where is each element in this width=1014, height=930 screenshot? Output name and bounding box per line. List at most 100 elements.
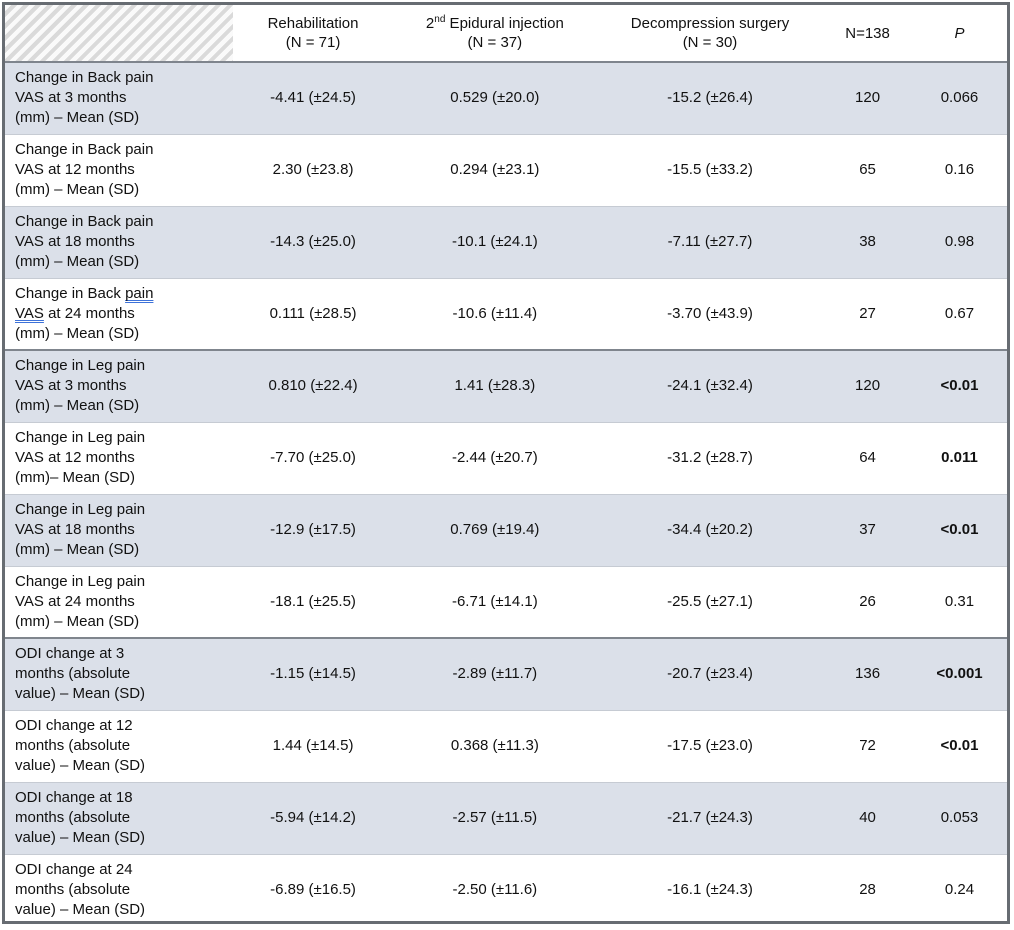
value-cell-surgery: -15.2 (±26.4) [596,62,824,134]
value-cell-surgery: -3.70 (±43.9) [596,277,824,350]
value-cell-rehabilitation: 1.44 (±14.5) [233,709,393,782]
value-cell-rehabilitation: 2.30 (±23.8) [233,133,393,206]
table-row: ODI change at 24 months (absolute value)… [5,853,1007,926]
value-cell-p: 0.16 [912,133,1007,206]
value-cell-surgery: -25.5 (±27.1) [596,565,824,638]
value-cell-rehabilitation: -1.15 (±14.5) [233,637,393,710]
value-cell-p: 0.24 [912,853,1007,926]
value-cell-n: 28 [823,853,912,926]
value-cell-rehabilitation: -6.89 (±16.5) [233,853,393,926]
col-header-epidural-title: 2nd Epidural injection [425,14,564,33]
table-row: Change in Leg pain VAS at 3 months (mm) … [5,349,1007,422]
row-label-cell: Change in Back pain VAS at 3 months (mm)… [5,62,234,134]
value-cell-n: 37 [823,493,912,566]
table-row: ODI change at 18 months (absolute value)… [5,781,1007,854]
value-cell-epidural: -2.50 (±11.6) [392,853,597,926]
table-row: Change in Back pain VAS at 12 months (mm… [5,133,1007,206]
value-cell-epidural: -2.89 (±11.7) [392,637,597,710]
value-cell-n: 120 [823,62,912,134]
value-cell-rehabilitation: -7.70 (±25.0) [233,421,393,494]
col-header-p-value-title: P [954,24,965,42]
value-cell-epidural: -2.57 (±11.5) [392,781,597,854]
row-label-cell: ODI change at 12 months (absolute value)… [5,709,234,782]
value-cell-surgery: -16.1 (±24.3) [596,853,824,926]
value-cell-epidural: 0.294 (±23.1) [392,133,597,206]
value-cell-n: 64 [823,421,912,494]
col-header-total-n-title: N=138 [845,24,890,42]
value-cell-epidural: 0.529 (±20.0) [392,62,597,134]
value-cell-p: 0.053 [912,781,1007,854]
value-cell-epidural: -6.71 (±14.1) [392,565,597,638]
row-label-cell: Change in Back pain VAS at 24 months (mm… [5,277,234,350]
value-cell-surgery: -21.7 (±24.3) [596,781,824,854]
value-cell-p: 0.011 [912,421,1007,494]
value-cell-rehabilitation: -4.41 (±24.5) [233,62,393,134]
table-row: Change in Back pain VAS at 24 months (mm… [5,277,1007,350]
value-cell-rehabilitation: -14.3 (±25.0) [233,205,393,278]
value-cell-n: 65 [823,133,912,206]
value-cell-epidural: -10.6 (±11.4) [392,277,597,350]
table-row: ODI change at 3 months (absolute value) … [5,637,1007,710]
value-cell-surgery: -34.4 (±20.2) [596,493,824,566]
grammar-underline: VAS [15,304,44,322]
row-label-cell: Change in Leg pain VAS at 3 months (mm) … [5,349,234,422]
value-cell-n: 120 [823,349,912,422]
value-cell-surgery: -7.11 (±27.7) [596,205,824,278]
value-cell-p: <0.01 [912,349,1007,422]
value-cell-surgery: -15.5 (±33.2) [596,133,824,206]
corner-hatched-cell [5,5,234,63]
row-label-cell: ODI change at 18 months (absolute value)… [5,781,234,854]
row-label-cell: Change in Leg pain VAS at 18 months (mm)… [5,493,234,566]
value-cell-rehabilitation: -18.1 (±25.5) [233,565,393,638]
value-cell-rehabilitation: 0.810 (±22.4) [233,349,393,422]
value-cell-n: 40 [823,781,912,854]
value-cell-p: 0.066 [912,62,1007,134]
col-header-p-value: P [912,5,1007,63]
value-cell-n: 26 [823,565,912,638]
table-row: Change in Back pain VAS at 18 months (mm… [5,205,1007,278]
value-cell-epidural: 0.368 (±11.3) [392,709,597,782]
row-label-cell: Change in Leg pain VAS at 24 months (mm)… [5,565,234,638]
table-row: Change in Leg pain VAS at 18 months (mm)… [5,493,1007,566]
value-cell-surgery: -24.1 (±32.4) [596,349,824,422]
table-row: ODI change at 12 months (absolute value)… [5,709,1007,782]
value-cell-epidural: -2.44 (±20.7) [392,421,597,494]
value-cell-surgery: -20.7 (±23.4) [596,637,824,710]
col-header-rehabilitation-title: Rehabilitation [267,15,359,32]
value-cell-rehabilitation: -5.94 (±14.2) [233,781,393,854]
value-cell-n: 72 [823,709,912,782]
col-header-total-n: N=138 [823,5,912,63]
col-header-surgery-sub: (N = 30) [682,34,738,51]
grammar-underline: pain [125,284,154,302]
row-label-cell: ODI change at 3 months (absolute value) … [5,637,234,710]
value-cell-surgery: -17.5 (±23.0) [596,709,824,782]
value-cell-epidural: -10.1 (±24.1) [392,205,597,278]
col-header-surgery-title: Decompression surgery [630,15,790,32]
col-header-surgery: Decompression surgery (N = 30) [596,5,824,63]
value-cell-rehabilitation: -12.9 (±17.5) [233,493,393,566]
table-row: Change in Leg pain VAS at 24 months (mm)… [5,565,1007,638]
results-table: Rehabilitation (N = 71) 2nd Epidural inj… [5,5,1007,926]
value-cell-n: 136 [823,637,912,710]
table-header: Rehabilitation (N = 71) 2nd Epidural inj… [5,5,1007,63]
value-cell-p: 0.98 [912,205,1007,278]
value-cell-n: 38 [823,205,912,278]
row-label-cell: Change in Leg pain VAS at 12 months (mm)… [5,421,234,494]
col-header-epidural-sub: (N = 37) [467,34,523,51]
col-header-epidural: 2nd Epidural injection (N = 37) [392,5,597,63]
value-cell-epidural: 1.41 (±28.3) [392,349,597,422]
col-header-rehabilitation: Rehabilitation (N = 71) [233,5,393,63]
value-cell-epidural: 0.769 (±19.4) [392,493,597,566]
value-cell-p: <0.01 [912,709,1007,782]
value-cell-surgery: -31.2 (±28.7) [596,421,824,494]
row-label-cell: ODI change at 24 months (absolute value)… [5,853,234,926]
value-cell-n: 27 [823,277,912,350]
value-cell-p: <0.01 [912,493,1007,566]
value-cell-p: <0.001 [912,637,1007,710]
value-cell-rehabilitation: 0.111 (±28.5) [233,277,393,350]
row-label-cell: Change in Back pain VAS at 18 months (mm… [5,205,234,278]
col-header-rehabilitation-sub: (N = 71) [285,34,341,51]
value-cell-p: 0.67 [912,277,1007,350]
table-row: Change in Back pain VAS at 3 months (mm)… [5,62,1007,134]
